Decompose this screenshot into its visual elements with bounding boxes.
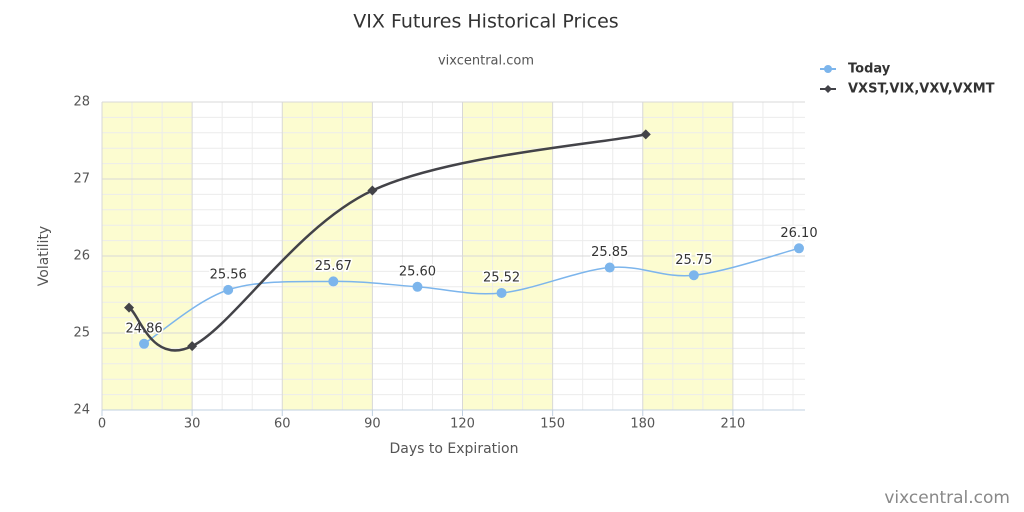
chart-subtitle: vixcentral.com <box>438 54 534 69</box>
point <box>124 302 135 313</box>
x-tick-label: 210 <box>720 417 745 432</box>
data-label: 25.67 <box>315 259 352 274</box>
legend-marker <box>824 65 832 73</box>
y-tick-label: 26 <box>73 249 90 264</box>
x-tick-label: 0 <box>98 417 106 432</box>
x-tick-label: 60 <box>274 417 291 432</box>
y-tick-label: 27 <box>73 172 90 187</box>
chart-title: VIX Futures Historical Prices <box>353 11 618 33</box>
x-tick-label: 90 <box>364 417 381 432</box>
x-tick-label: 120 <box>450 417 475 432</box>
data-label: 25.60 <box>399 264 436 279</box>
x-tick-label: 180 <box>630 417 655 432</box>
point <box>328 276 339 287</box>
series-line <box>128 133 647 352</box>
point <box>604 262 615 273</box>
data-label: 25.75 <box>675 253 712 268</box>
data-label: 25.56 <box>210 267 247 282</box>
point <box>496 287 507 298</box>
legend-label: Today <box>848 62 891 77</box>
y-axis-title: Volatility <box>36 226 52 286</box>
data-label: 25.52 <box>483 270 520 285</box>
x-tick-label: 30 <box>184 417 201 432</box>
point <box>640 129 651 140</box>
data-label: 25.85 <box>591 245 628 260</box>
y-tick-label: 25 <box>73 326 90 341</box>
point <box>139 338 150 349</box>
x-axis-title: Days to Expiration <box>390 441 519 457</box>
point <box>223 284 234 295</box>
x-tick-label: 150 <box>540 417 565 432</box>
credits: vixcentral.com <box>884 488 1010 508</box>
y-tick-label: 28 <box>73 95 90 110</box>
point <box>187 341 198 352</box>
point <box>412 281 423 292</box>
legend-label: VXST,VIX,VXV,VXMT <box>848 82 995 97</box>
data-label: 26.10 <box>780 226 817 241</box>
y-tick-label: 24 <box>73 403 90 418</box>
point <box>688 270 699 281</box>
legend-marker <box>824 85 832 93</box>
point <box>793 243 804 254</box>
series-line <box>143 247 800 345</box>
point <box>367 185 378 196</box>
